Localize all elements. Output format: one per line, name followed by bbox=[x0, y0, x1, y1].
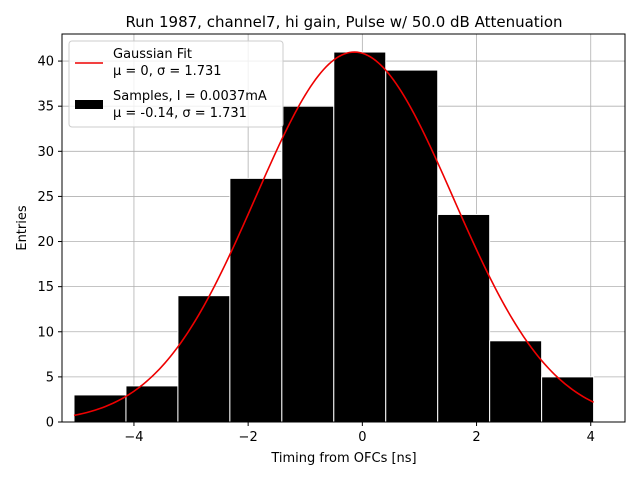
fit-layer bbox=[73, 51, 594, 417]
x-axis-label: Timing from OFCs [ns] bbox=[270, 451, 416, 466]
y-tick-label: 15 bbox=[37, 280, 54, 295]
bar-layer bbox=[73, 51, 595, 423]
y-axis-label: Entries bbox=[15, 205, 30, 251]
histogram-bar bbox=[541, 376, 595, 423]
x-tick-label: 4 bbox=[587, 430, 595, 445]
histogram-bar bbox=[229, 177, 283, 423]
x-tick-label: −4 bbox=[124, 430, 143, 445]
histogram-bar bbox=[437, 213, 491, 423]
legend-samples-params: μ = -0.14, σ = 1.731 bbox=[113, 106, 247, 121]
legend-box bbox=[68, 40, 284, 128]
histogram-bar bbox=[281, 105, 335, 423]
y-tick-label: 25 bbox=[37, 190, 54, 205]
chart-title: Run 1987, channel7, hi gain, Pulse w/ 50… bbox=[125, 13, 562, 31]
legend-samples-swatch bbox=[75, 100, 103, 109]
x-tick-label: 2 bbox=[472, 430, 480, 445]
y-tick-label: 5 bbox=[46, 370, 54, 385]
plot-frame bbox=[61, 33, 626, 423]
legend-samples-label: Samples, I = 0.0037mA bbox=[113, 89, 267, 104]
histogram-bar bbox=[489, 340, 543, 423]
legend-fit-params: μ = 0, σ = 1.731 bbox=[113, 64, 222, 79]
y-tick-label: 20 bbox=[37, 235, 54, 250]
histogram-bar bbox=[177, 295, 231, 423]
x-tick-label: −2 bbox=[239, 430, 258, 445]
legend-fit-label: Gaussian Fit bbox=[113, 47, 192, 62]
x-tick-label: 0 bbox=[358, 430, 366, 445]
gaussian-fit-line bbox=[73, 51, 594, 417]
y-tick-label: 0 bbox=[46, 416, 54, 431]
histogram-bar bbox=[333, 51, 387, 423]
y-tick-label: 35 bbox=[37, 100, 54, 115]
y-tick-label: 10 bbox=[37, 325, 54, 340]
legend: Gaussian Fit μ = 0, σ = 1.731 Samples, I… bbox=[68, 40, 284, 128]
histogram-bar bbox=[385, 69, 439, 423]
y-tick-label: 40 bbox=[37, 55, 54, 70]
y-tick-label: 30 bbox=[37, 145, 54, 160]
